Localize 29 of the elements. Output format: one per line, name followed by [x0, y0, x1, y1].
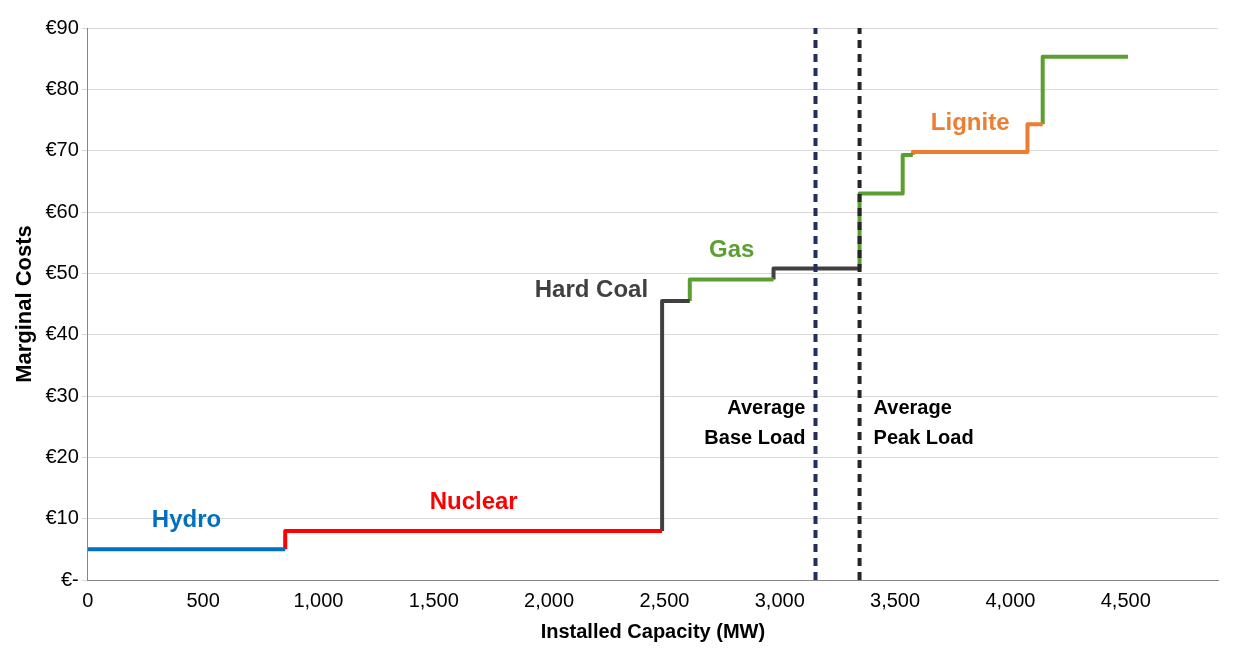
series-label: Hard Coal — [534, 274, 649, 302]
y-tick-label: €60 — [45, 199, 79, 222]
y-tick-label: €50 — [45, 260, 79, 283]
y-tick-label: €- — [60, 567, 79, 590]
series-label: Hydro — [151, 505, 222, 533]
y-tick-label: €70 — [45, 138, 79, 161]
y-tick-label: €10 — [45, 506, 79, 529]
y-tick-label: €30 — [45, 383, 79, 406]
series-label: Lignite — [930, 107, 1010, 135]
series-label: Nuclear — [429, 486, 518, 514]
x-tick-label: 4,000 — [985, 588, 1036, 611]
y-tick-label: €20 — [45, 444, 79, 467]
y-tick-label: €90 — [45, 15, 79, 38]
ref-line-label: Average Peak Load — [873, 396, 974, 449]
y-tick-label: €80 — [45, 76, 79, 99]
x-tick-label: 500 — [186, 588, 220, 611]
y-axis-title: Marginal Costs — [11, 225, 37, 383]
x-tick-label: 0 — [82, 588, 94, 611]
x-tick-label: 4,500 — [1100, 588, 1151, 611]
y-tick-label: €40 — [45, 322, 79, 345]
x-tick-label: 1,500 — [408, 588, 459, 611]
x-tick-label: 2,000 — [524, 588, 575, 611]
x-tick-label: 3,500 — [870, 588, 921, 611]
x-tick-label: 3,000 — [754, 588, 805, 611]
ref-line-label: Average Base Load — [704, 396, 806, 449]
x-tick-label: 1,000 — [293, 588, 344, 611]
series-label: Gas — [708, 235, 755, 263]
x-tick-label: 2,500 — [639, 588, 690, 611]
x-axis-title: Installed Capacity (MW) — [540, 619, 766, 642]
